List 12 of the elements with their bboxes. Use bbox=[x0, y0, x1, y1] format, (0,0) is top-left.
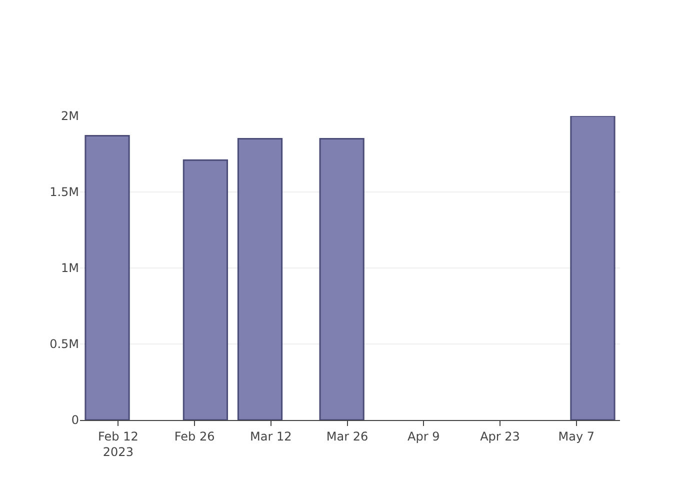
y-tick-label: 0 bbox=[71, 413, 79, 428]
y-tick-label: 1M bbox=[61, 261, 79, 276]
y-tick-label: 2M bbox=[61, 109, 79, 124]
y-tick-label: 0.5M bbox=[50, 337, 79, 352]
y-tick-label: 1.5M bbox=[50, 185, 79, 200]
x-tick-label: Feb 26 bbox=[174, 429, 215, 444]
x-tick-label: Mar 12 bbox=[250, 429, 292, 444]
x-tick-label: May 7 bbox=[558, 429, 594, 444]
x-tick-label: Mar 26 bbox=[326, 429, 368, 444]
x-tick-label: Apr 9 bbox=[408, 429, 440, 444]
x-tick-label: Feb 12 2023 bbox=[98, 429, 138, 459]
x-tick-label: Apr 23 bbox=[480, 429, 520, 444]
